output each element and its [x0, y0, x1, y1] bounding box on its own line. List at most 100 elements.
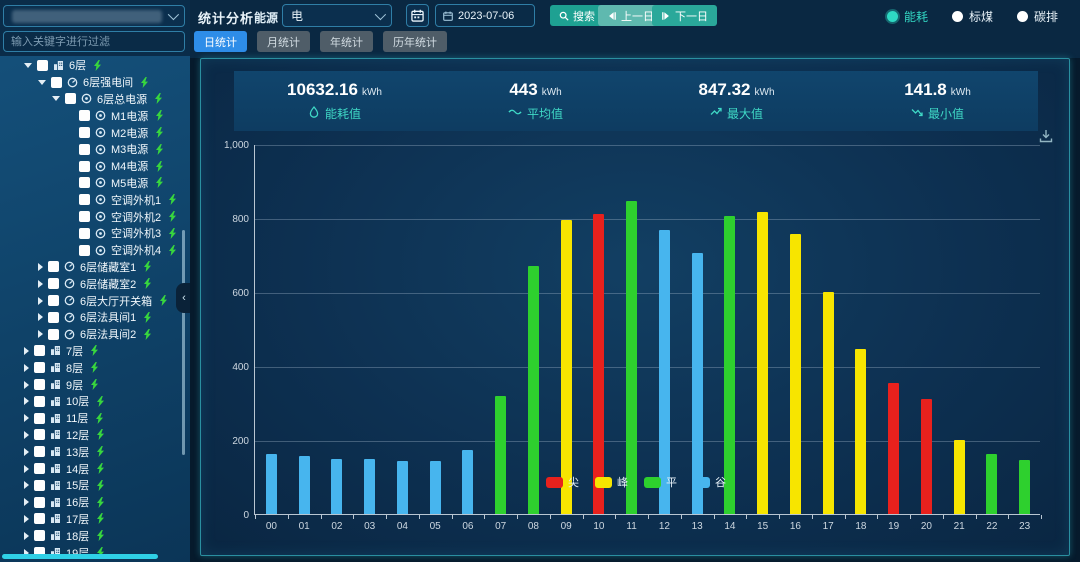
tree-row[interactable]: M4电源 — [0, 158, 186, 175]
energy-type-select[interactable]: 电 — [282, 4, 392, 27]
tree-label[interactable]: 空调外机3 — [111, 228, 162, 241]
tree-label[interactable]: M4电源 — [111, 161, 149, 174]
tree-row[interactable]: 17层 — [0, 511, 186, 528]
tree-checkbox[interactable] — [48, 328, 59, 340]
chart-bar[interactable] — [888, 383, 900, 514]
tree-label[interactable]: 7层 — [66, 345, 84, 358]
tree-checkbox[interactable] — [79, 160, 90, 172]
tree-checkbox[interactable] — [37, 59, 48, 71]
tree-filter-input[interactable] — [3, 31, 185, 52]
tree-row[interactable]: 7层 — [0, 343, 186, 360]
chart-bar[interactable] — [724, 215, 736, 514]
tree-row[interactable]: 空调外机3 — [0, 225, 186, 242]
tree-checkbox[interactable] — [34, 412, 45, 424]
tree-label[interactable]: 8层 — [66, 362, 84, 375]
tree-row[interactable]: M5电源 — [0, 175, 186, 192]
tree-checkbox[interactable] — [34, 446, 45, 458]
tree-label[interactable]: 空调外机1 — [111, 194, 162, 207]
tree-checkbox[interactable] — [34, 463, 45, 475]
chart-bar[interactable] — [429, 461, 441, 514]
tree-label[interactable]: 6层储藏室2 — [80, 278, 137, 291]
caret-right-icon[interactable] — [24, 464, 29, 473]
tree-checkbox[interactable] — [79, 194, 90, 206]
chart-bar[interactable] — [527, 266, 539, 514]
tab-monthly[interactable]: 月统计 — [257, 31, 310, 52]
caret-right-icon[interactable] — [24, 414, 29, 423]
tree-checkbox[interactable] — [48, 278, 59, 290]
sidebar-collapse-handle[interactable]: ‹ — [176, 283, 190, 313]
tree-row[interactable]: 10层 — [0, 393, 186, 410]
chart-bar[interactable] — [265, 454, 277, 514]
tree-checkbox[interactable] — [79, 244, 90, 256]
tree-label[interactable]: M5电源 — [111, 177, 149, 190]
tree-row[interactable]: 8层 — [0, 359, 186, 376]
tree-checkbox[interactable] — [48, 261, 59, 273]
tree-label[interactable]: 6层强电间 — [83, 77, 134, 90]
chart-bar[interactable] — [626, 201, 638, 514]
tree-checkbox[interactable] — [34, 530, 45, 542]
tree-row[interactable]: 6层大厅开关箱 — [0, 292, 186, 309]
tab-yearly[interactable]: 年统计 — [320, 31, 373, 52]
caret-right-icon[interactable] — [24, 430, 29, 439]
tree-row[interactable]: M2电源 — [0, 124, 186, 141]
legend-item[interactable]: 峰 — [595, 474, 628, 490]
tree-label[interactable]: M3电源 — [111, 144, 149, 157]
caret-right-icon[interactable] — [38, 330, 43, 339]
tree-row[interactable]: 16层 — [0, 494, 186, 511]
chart-bar[interactable] — [1019, 459, 1031, 514]
caret-right-icon[interactable] — [38, 313, 43, 322]
search-button[interactable]: 搜索 — [550, 5, 604, 26]
tree-checkbox[interactable] — [79, 211, 90, 223]
tree-checkbox[interactable] — [34, 362, 45, 374]
tree-checkbox[interactable] — [34, 547, 45, 557]
previous-day-button[interactable]: 上一日 — [598, 5, 663, 26]
mode-energy-radio[interactable]: 能耗 — [886, 8, 928, 25]
tree-label[interactable]: 6层大厅开关箱 — [80, 295, 153, 308]
tree-label[interactable]: M1电源 — [111, 110, 149, 123]
chart-bar[interactable] — [364, 458, 376, 514]
tree-label[interactable]: 6层法具间2 — [80, 329, 137, 342]
tree-checkbox[interactable] — [34, 513, 45, 525]
tab-history[interactable]: 历年统计 — [383, 31, 447, 52]
caret-right-icon[interactable] — [24, 346, 29, 355]
tree-checkbox[interactable] — [48, 311, 59, 323]
tree-label[interactable]: M2电源 — [111, 127, 149, 140]
tree-row[interactable]: 空调外机2 — [0, 208, 186, 225]
chart-bar[interactable] — [789, 234, 801, 514]
chart-bar[interactable] — [396, 460, 408, 514]
chart-bar[interactable] — [855, 348, 867, 514]
chart-bar[interactable] — [691, 253, 703, 514]
caret-down-icon[interactable] — [38, 79, 46, 85]
calendar-button[interactable] — [406, 4, 429, 27]
tree-label[interactable]: 9层 — [66, 379, 84, 392]
next-day-button[interactable]: 下一日 — [652, 5, 717, 26]
tree-checkbox[interactable] — [34, 379, 45, 391]
tree-row[interactable]: 14层 — [0, 460, 186, 477]
chart-bar[interactable] — [298, 455, 310, 514]
tree-label[interactable]: 6层总电源 — [97, 93, 148, 106]
caret-right-icon[interactable] — [38, 262, 43, 271]
tree-row[interactable]: 6层法具间1 — [0, 309, 186, 326]
legend-item[interactable]: 谷 — [693, 474, 726, 490]
tree-row[interactable]: 6层强电间 — [0, 74, 186, 91]
caret-right-icon[interactable] — [24, 447, 29, 456]
tree-label[interactable]: 13层 — [66, 446, 90, 459]
tree-label[interactable]: 6层储藏室1 — [80, 261, 137, 274]
caret-right-icon[interactable] — [24, 514, 29, 523]
tree-checkbox[interactable] — [48, 295, 59, 307]
chart-bar[interactable] — [593, 213, 605, 514]
caret-right-icon[interactable] — [24, 531, 29, 540]
tree-label[interactable]: 12层 — [66, 429, 90, 442]
tree-label[interactable]: 空调外机4 — [111, 245, 162, 258]
tree-label[interactable]: 16层 — [66, 497, 90, 510]
tree-checkbox[interactable] — [34, 345, 45, 357]
tree-checkbox[interactable] — [34, 479, 45, 491]
tree-horizontal-scrollbar[interactable] — [2, 554, 158, 559]
tree-checkbox[interactable] — [79, 177, 90, 189]
chart-bar[interactable] — [658, 229, 670, 514]
tree-label[interactable]: 18层 — [66, 530, 90, 543]
tree-label[interactable]: 空调外机2 — [111, 211, 162, 224]
tree-row[interactable]: 15层 — [0, 477, 186, 494]
tree-checkbox[interactable] — [51, 76, 62, 88]
tree-label[interactable]: 10层 — [66, 396, 90, 409]
